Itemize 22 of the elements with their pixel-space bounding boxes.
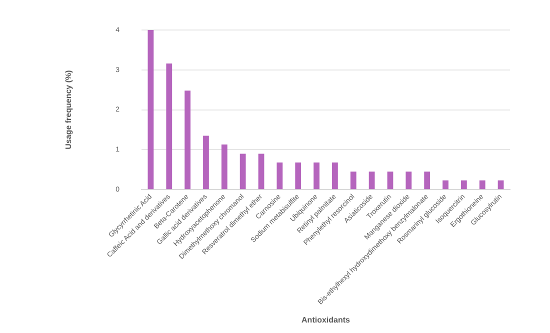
bar bbox=[406, 172, 412, 190]
bar bbox=[258, 154, 264, 190]
bar bbox=[148, 30, 154, 190]
bar bbox=[479, 180, 486, 190]
bar bbox=[424, 172, 430, 190]
bar bbox=[166, 64, 172, 190]
bar bbox=[387, 172, 394, 190]
bar bbox=[184, 90, 191, 190]
bar bbox=[498, 180, 504, 190]
bar bbox=[276, 162, 283, 190]
bar bbox=[442, 180, 448, 190]
bar bbox=[221, 144, 228, 190]
bar bbox=[350, 172, 356, 190]
bar bbox=[460, 180, 467, 190]
y-axis-title: Usage frequency (%) bbox=[64, 70, 74, 150]
bar bbox=[295, 162, 302, 190]
x-axis-title: Antioxidants bbox=[302, 315, 351, 324]
bar bbox=[314, 162, 320, 190]
bar bbox=[332, 162, 338, 190]
bar bbox=[240, 154, 246, 190]
bar bbox=[368, 172, 375, 190]
bar bbox=[203, 136, 209, 190]
